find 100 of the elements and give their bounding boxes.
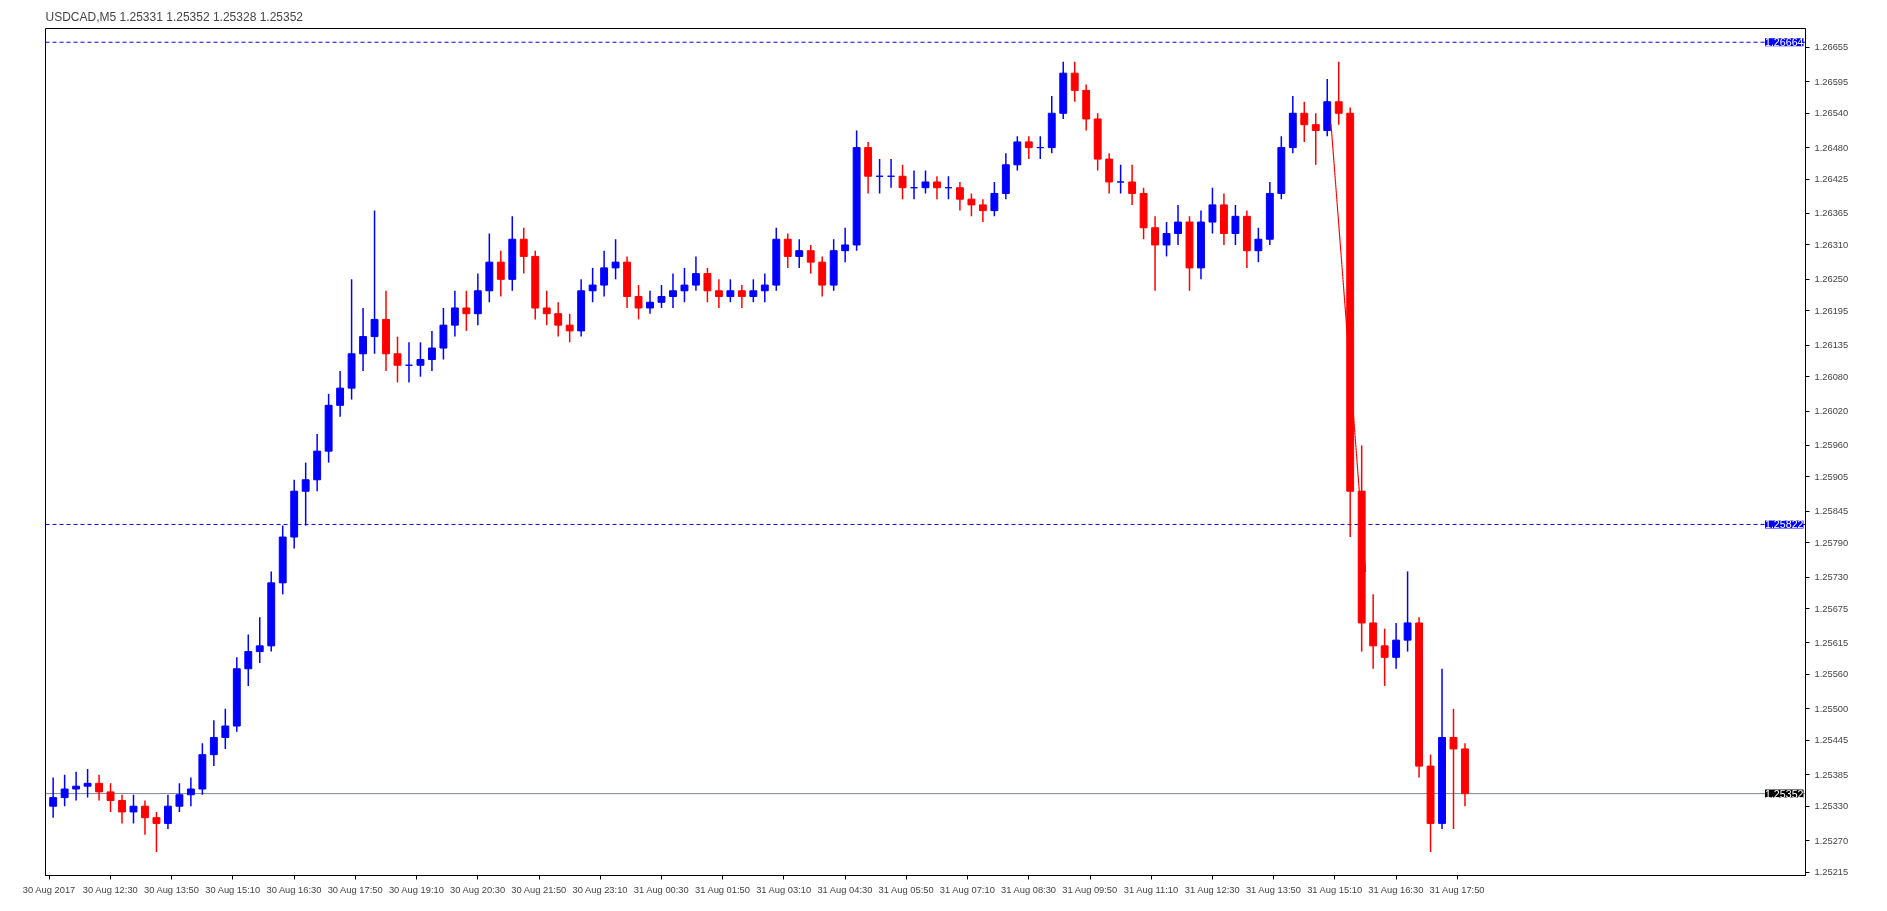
candlestick [1334, 60, 1343, 126]
x-tick-label: 30 Aug 20:30 [450, 884, 506, 895]
candlestick [393, 335, 402, 384]
candlestick [359, 307, 368, 372]
candlestick [600, 249, 609, 298]
candlestick [760, 272, 769, 303]
candlestick [1449, 708, 1458, 830]
y-tick-label: 1.25730 [1814, 572, 1849, 583]
x-tick-label: 30 Aug 13:50 [144, 884, 200, 895]
y-tick-label: 1.25500 [1814, 703, 1849, 714]
candlestick [795, 238, 804, 269]
candlestick [221, 708, 230, 750]
x-tick-label: 30 Aug 15:10 [205, 884, 261, 895]
candlestick [450, 290, 459, 338]
candlestick [72, 771, 81, 802]
y-tick-label: 1.26020 [1814, 406, 1849, 417]
candlestick [370, 209, 379, 355]
x-tick-label: 31 Aug 05:50 [878, 884, 934, 895]
y-tick-label: 1.25560 [1814, 669, 1849, 680]
candlestick [646, 290, 654, 315]
y-tick-label: 1.25445 [1814, 735, 1849, 746]
candlestick [163, 794, 172, 830]
y-tick-label: 1.25905 [1814, 471, 1849, 482]
candlestick [1024, 135, 1033, 160]
x-tick-label: 30 Aug 17:50 [327, 884, 383, 895]
y-tick-label: 1.26425 [1814, 174, 1849, 185]
candlestick [209, 719, 218, 767]
candlestick [496, 249, 505, 298]
candlestick [1116, 164, 1125, 195]
x-tick-label: 31 Aug 03:10 [756, 884, 812, 895]
y-tick-label: 1.26135 [1814, 340, 1849, 351]
candlestick [336, 370, 345, 418]
candlestick [669, 272, 677, 309]
candlestick [542, 290, 551, 326]
x-tick-label: 31 Aug 11:10 [1123, 884, 1179, 895]
candlestick [1151, 215, 1160, 292]
candlestick [898, 164, 907, 200]
candlestick [990, 181, 999, 218]
candlestick [806, 244, 815, 275]
y-tick-label: 1.26480 [1814, 142, 1849, 153]
candlestick [611, 238, 620, 281]
y-tick-label: 1.26080 [1814, 371, 1849, 382]
x-tick-label: 30 Aug 2017 [22, 884, 76, 895]
candlestick [634, 284, 643, 321]
ref-line-label: 1.25822 [1764, 518, 1804, 531]
candlestick [118, 794, 126, 825]
x-tick-label: 31 Aug 04:30 [817, 884, 873, 895]
candlestick [427, 330, 436, 372]
x-tick-label: 31 Aug 17:50 [1429, 884, 1485, 895]
x-tick-label: 31 Aug 01:50 [694, 884, 750, 895]
candlestick [955, 181, 964, 212]
candlestick [473, 272, 482, 326]
candlestick [1300, 101, 1309, 143]
x-tick-label: 31 Aug 13:50 [1245, 884, 1301, 895]
x-tick-label: 30 Aug 12:30 [82, 884, 138, 895]
x-tick-label: 30 Aug 16:30 [266, 884, 322, 895]
y-tick-label: 1.25960 [1814, 440, 1849, 451]
y-tick-label: 1.26250 [1814, 274, 1849, 285]
candlestick [106, 782, 115, 813]
candlestick [726, 278, 735, 303]
y-tick-label: 1.25330 [1814, 801, 1849, 812]
candlestick [703, 267, 712, 303]
candlestick [841, 227, 850, 263]
candlestick [1392, 622, 1401, 670]
candlestick [783, 232, 792, 269]
y-tick-label: 1.26595 [1814, 76, 1849, 87]
y-tick-label: 1.25845 [1814, 506, 1849, 517]
x-tick-label: 30 Aug 21:50 [511, 884, 567, 895]
candlestick [49, 776, 58, 819]
candlestick [519, 227, 528, 275]
candlestick [933, 175, 941, 200]
candlestick [152, 811, 161, 853]
candlestick [554, 301, 563, 338]
candlestick [1254, 227, 1263, 263]
candlestick [588, 267, 597, 303]
ref-line-label: 1.25352 [1764, 787, 1804, 800]
candlestick [691, 255, 700, 292]
candlestick [1128, 164, 1137, 206]
y-tick-label: 1.25615 [1814, 637, 1849, 648]
candlestick [83, 768, 92, 799]
y-tick-label: 1.25270 [1814, 835, 1849, 846]
candlestick [1231, 204, 1240, 246]
candlestick [1369, 593, 1378, 670]
x-tick-label: 31 Aug 12:30 [1184, 884, 1240, 895]
candlestick [1013, 135, 1022, 172]
y-tick-label: 1.25385 [1814, 769, 1849, 780]
y-tick-label: 1.26655 [1814, 42, 1849, 53]
candlestick [175, 782, 184, 813]
candlestick [978, 198, 987, 223]
ref-line-label: 1.26664 [1764, 36, 1804, 49]
candlestick [818, 255, 827, 298]
candlestick [1208, 186, 1217, 235]
x-tick-label: 31 Aug 07:10 [939, 884, 995, 895]
candlestick [967, 192, 976, 218]
candlestick [129, 794, 138, 825]
x-tick-label: 31 Aug 08:30 [1001, 884, 1057, 895]
y-tick-label: 1.26195 [1814, 305, 1849, 316]
candlestick [141, 799, 149, 836]
candlestick [1311, 112, 1320, 166]
candlestick [657, 284, 666, 309]
